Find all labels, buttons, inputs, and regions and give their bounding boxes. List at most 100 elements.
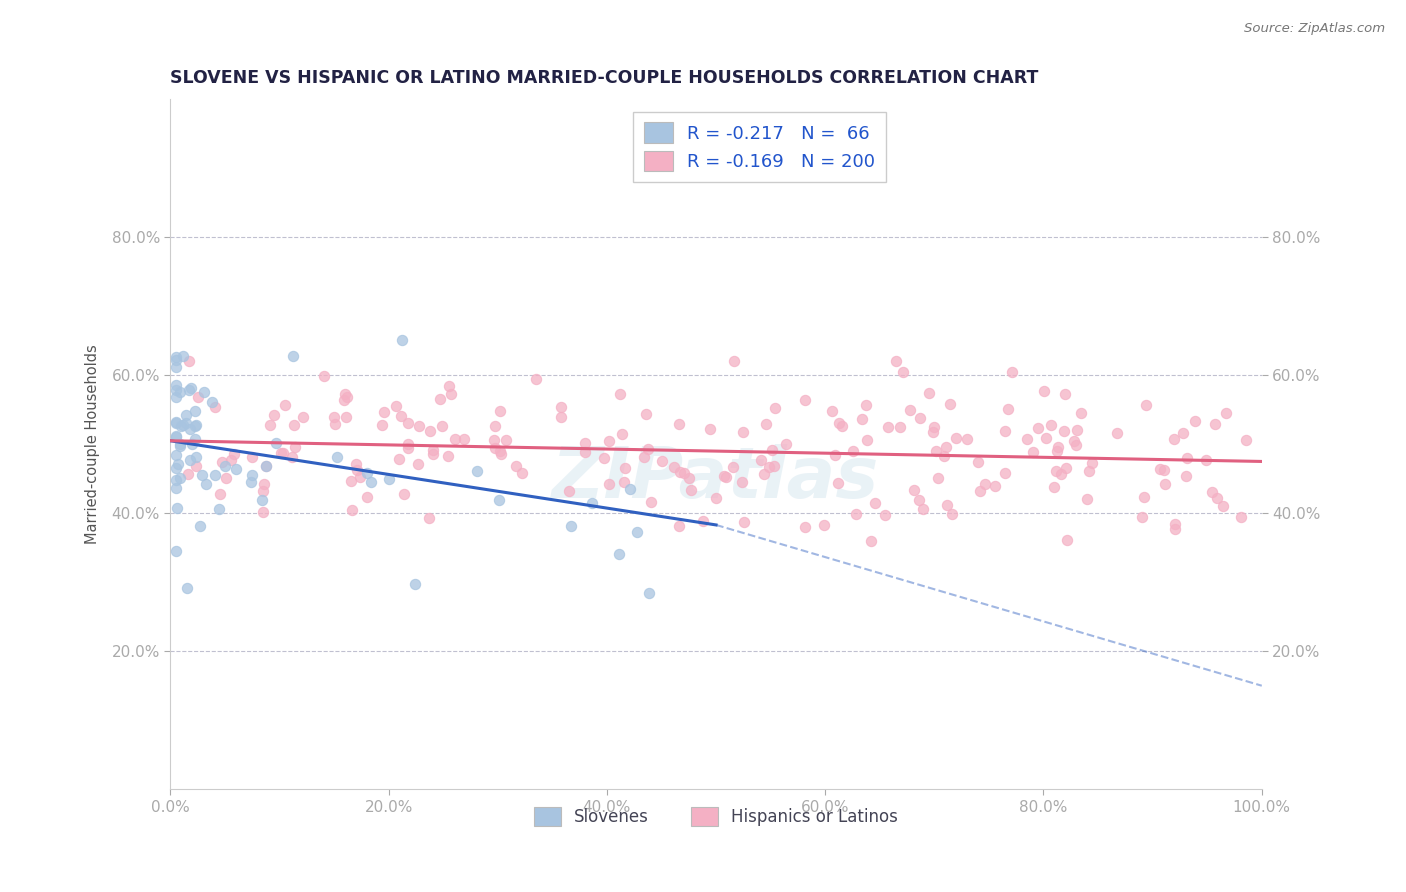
Point — [505, 458, 527, 473]
Point — [177, 467, 200, 481]
Point — [1164, 516, 1187, 531]
Point — [681, 483, 703, 497]
Point — [437, 379, 460, 393]
Point — [907, 492, 929, 507]
Point — [179, 453, 201, 467]
Point — [524, 372, 547, 386]
Point — [169, 439, 191, 453]
Point — [177, 383, 200, 397]
Point — [761, 443, 783, 458]
Point — [172, 417, 194, 432]
Point — [440, 387, 463, 401]
Point — [884, 354, 907, 368]
Point — [165, 544, 187, 558]
Point — [668, 518, 690, 533]
Point — [637, 442, 659, 457]
Point — [242, 467, 264, 482]
Point — [1175, 450, 1198, 465]
Point — [208, 502, 231, 516]
Point — [1234, 433, 1257, 447]
Point — [385, 399, 408, 413]
Point — [419, 424, 441, 438]
Point — [488, 444, 510, 458]
Point — [165, 350, 187, 364]
Point — [165, 429, 187, 443]
Point — [912, 501, 935, 516]
Point — [1163, 432, 1185, 446]
Point — [558, 483, 581, 498]
Point — [219, 453, 242, 467]
Point — [1070, 406, 1092, 420]
Point — [984, 479, 1007, 493]
Point — [281, 450, 304, 464]
Point — [323, 409, 346, 424]
Point — [326, 450, 349, 464]
Point — [165, 448, 187, 462]
Point — [763, 401, 786, 415]
Point — [1133, 491, 1156, 505]
Point — [332, 392, 354, 407]
Point — [1212, 500, 1234, 514]
Point — [763, 459, 786, 474]
Point — [165, 417, 187, 431]
Point — [1174, 469, 1197, 483]
Point — [974, 476, 997, 491]
Point — [465, 464, 488, 478]
Point — [489, 447, 512, 461]
Point — [560, 518, 582, 533]
Point — [270, 445, 292, 459]
Point — [263, 408, 285, 422]
Point — [593, 450, 616, 465]
Point — [672, 466, 695, 480]
Point — [831, 419, 853, 434]
Point — [922, 425, 945, 439]
Point — [253, 477, 276, 491]
Point — [845, 508, 868, 522]
Point — [1201, 485, 1223, 500]
Point — [900, 402, 922, 417]
Point — [264, 435, 287, 450]
Point — [619, 483, 641, 497]
Point — [716, 469, 738, 483]
Point — [488, 493, 510, 508]
Point — [1054, 387, 1077, 401]
Point — [1001, 365, 1024, 379]
Point — [388, 452, 411, 467]
Point — [283, 417, 305, 432]
Point — [794, 520, 817, 534]
Point — [370, 417, 392, 432]
Point — [186, 417, 208, 432]
Point — [186, 459, 208, 474]
Point — [422, 443, 444, 458]
Point — [323, 417, 346, 431]
Point — [827, 476, 849, 491]
Point — [349, 469, 371, 483]
Point — [422, 447, 444, 461]
Point — [877, 420, 900, 434]
Point — [204, 401, 226, 415]
Point — [166, 500, 188, 515]
Point — [242, 450, 264, 464]
Point — [254, 458, 277, 473]
Point — [734, 515, 756, 529]
Y-axis label: Married-couple Households: Married-couple Households — [86, 344, 100, 544]
Text: ZIPatlas: ZIPatlas — [553, 444, 880, 513]
Point — [225, 462, 247, 476]
Point — [997, 401, 1019, 416]
Point — [429, 392, 451, 407]
Point — [969, 484, 991, 499]
Point — [1045, 464, 1067, 478]
Point — [1063, 434, 1085, 449]
Point — [1149, 462, 1171, 476]
Point — [1053, 424, 1076, 438]
Point — [180, 437, 202, 451]
Point — [453, 432, 475, 446]
Point — [165, 390, 187, 404]
Point — [1132, 509, 1154, 524]
Point — [167, 457, 190, 471]
Point — [484, 418, 506, 433]
Point — [165, 430, 187, 444]
Text: Source: ZipAtlas.com: Source: ZipAtlas.com — [1244, 22, 1385, 36]
Point — [436, 449, 458, 463]
Point — [1081, 456, 1104, 470]
